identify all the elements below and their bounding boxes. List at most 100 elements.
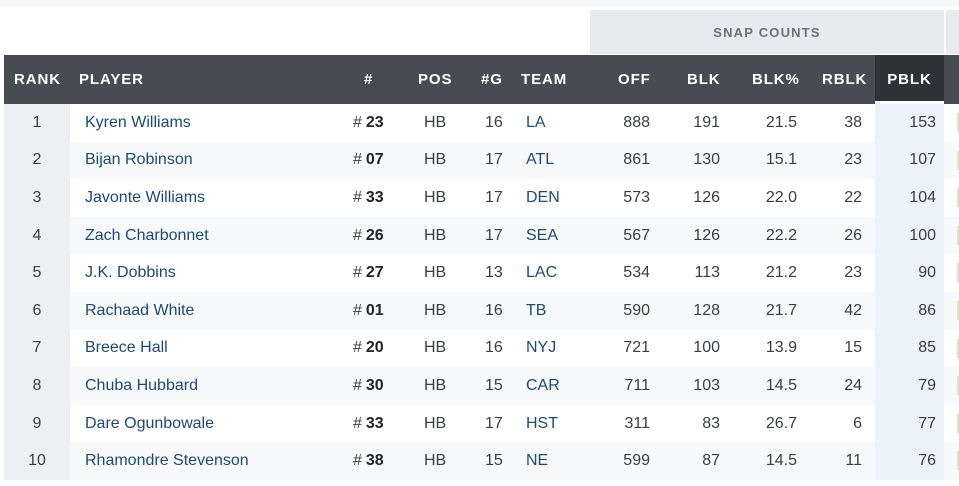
col-header-off[interactable]: OFF (618, 71, 651, 88)
blk-cell: 100 (693, 339, 720, 357)
row-background (4, 216, 959, 255)
team-link[interactable]: NYJ (526, 339, 557, 357)
grade-edge-marker (957, 338, 959, 358)
col-header-pos[interactable]: POS (418, 71, 453, 88)
blk-cell: 103 (693, 376, 720, 394)
team-link[interactable]: CAR (526, 376, 560, 394)
rank-column-bg (4, 254, 70, 292)
rank-cell: 7 (32, 339, 42, 357)
player-name-link[interactable]: Rhamondre Stevenson (85, 452, 249, 470)
team-link[interactable]: SEA (526, 226, 559, 244)
player-name-link[interactable]: Rachaad White (85, 301, 195, 319)
rblk-cell: 6 (853, 414, 862, 432)
row-background (4, 442, 959, 480)
grade-edge-marker (957, 113, 959, 132)
rblk-cell: 22 (844, 188, 862, 206)
row-background (4, 141, 959, 180)
table-row[interactable]: 9 Dare Ogunbowale #33 HB 17 HST 311 83 26.7 6 77 (4, 404, 959, 443)
grade-edge-marker (957, 376, 959, 396)
pblk-cell: 90 (918, 264, 936, 282)
team-link[interactable]: ATL (526, 151, 555, 169)
games-cell: 15 (485, 452, 503, 470)
games-cell: 17 (485, 414, 503, 432)
position-cell: HB (424, 301, 447, 319)
team-link[interactable]: HST (526, 414, 558, 432)
col-header-rank[interactable]: RANK (14, 71, 61, 88)
col-header-blk[interactable]: BLK (687, 71, 721, 88)
blk-cell: 130 (693, 151, 720, 169)
row-background (4, 104, 959, 142)
col-header-rblk[interactable]: RBLK (822, 71, 868, 88)
table-row[interactable]: 7 Breece Hall #20 HB 16 NYJ 721 100 13.9 15 85 (4, 329, 959, 368)
player-name-link[interactable]: Chuba Hubbard (85, 376, 198, 394)
jersey-number: 33 (365, 414, 384, 432)
player-name-link[interactable]: Breece Hall (85, 339, 168, 357)
player-name-link[interactable]: J.K. Dobbins (85, 264, 176, 282)
games-cell: 16 (485, 113, 503, 131)
jersey-number-cell: #33 (353, 179, 384, 217)
grade-edge-marker (957, 263, 959, 283)
table-row[interactable]: 8 Chuba Hubbard #30 HB 15 CAR 711 103 14.5 24 79 (4, 367, 959, 405)
pblk-cell: 77 (918, 414, 936, 432)
jersey-number-cell: #20 (353, 330, 384, 368)
games-cell: 15 (485, 376, 503, 394)
col-header-number[interactable]: # (364, 71, 374, 88)
number-prefix: # (353, 301, 362, 319)
jersey-number-cell: #07 (353, 142, 384, 180)
player-name-link[interactable]: Javonte Williams (85, 188, 206, 206)
off-cell: 573 (623, 188, 650, 206)
rblk-cell: 42 (844, 301, 862, 319)
games-cell: 16 (485, 301, 503, 319)
blk-cell: 87 (702, 452, 720, 470)
pblk-cell: 76 (918, 452, 936, 470)
jersey-number: 20 (365, 339, 384, 357)
row-background (4, 179, 959, 217)
rank-column-bg (4, 291, 70, 330)
pblk-column-bg (875, 442, 944, 480)
grade-edge-marker (957, 413, 959, 433)
blk-pct-cell: 22.2 (765, 226, 797, 244)
table-row[interactable]: 3 Javonte Williams #33 HB 17 DEN 573 126 22.0 22 1… (4, 179, 959, 217)
team-link[interactable]: NE (526, 452, 549, 470)
jersey-number: 26 (365, 226, 384, 244)
table-row[interactable]: 2 Bijan Robinson #07 HB 17 ATL 861 130 15.1 23 107 (4, 141, 959, 180)
row-background (4, 367, 959, 405)
team-link[interactable]: LA (526, 113, 546, 131)
rblk-cell: 23 (844, 264, 862, 282)
col-header-team[interactable]: TEAM (521, 71, 568, 88)
col-header-games[interactable]: #G (481, 71, 503, 88)
pblk-cell: 85 (918, 339, 936, 357)
blk-pct-cell: 15.1 (765, 151, 797, 169)
col-header-blk-pct[interactable]: BLK% (752, 71, 800, 88)
player-name-link[interactable]: Dare Ogunbowale (85, 414, 214, 432)
pblk-cell: 104 (909, 188, 936, 206)
row-background (4, 254, 959, 292)
team-link[interactable]: DEN (526, 188, 560, 206)
table-row[interactable]: 10 Rhamondre Stevenson #38 HB 15 NE 599 87 14.5 1… (4, 442, 959, 480)
rank-cell: 10 (28, 452, 46, 470)
player-name-link[interactable]: Bijan Robinson (85, 151, 193, 169)
team-link[interactable]: LAC (526, 264, 558, 282)
col-header-pblk-sorted[interactable]: PBLK (875, 55, 944, 104)
col-header-player[interactable]: PLAYER (79, 71, 144, 88)
table-body: 1 Kyren Williams #23 HB 16 LA 888 191 21.5 38 153 2… (4, 104, 959, 480)
rank-column-bg (4, 442, 70, 480)
player-name-link[interactable]: Kyren Williams (85, 113, 191, 131)
table-header: RANK PLAYER # POS #G TEAM OFF BLK BLK% R… (4, 55, 959, 104)
position-cell: HB (424, 376, 447, 394)
table-row[interactable]: 6 Rachaad White #01 HB 16 TB 590 128 21.7 42 86 (4, 291, 959, 330)
team-link[interactable]: TB (526, 301, 547, 319)
player-name-link[interactable]: Zach Charbonnet (85, 226, 209, 244)
pblk-cell: 107 (909, 151, 936, 169)
top-strip (0, 0, 959, 6)
number-prefix: # (353, 226, 362, 244)
pblk-column-bg (875, 291, 944, 330)
table-row[interactable]: 5 J.K. Dobbins #27 HB 13 LAC 534 113 21.2 23 90 (4, 254, 959, 292)
pblk-cell: 153 (909, 113, 936, 131)
rank-cell: 3 (32, 188, 42, 206)
pblk-cell: 86 (918, 301, 936, 319)
table-row[interactable]: 1 Kyren Williams #23 HB 16 LA 888 191 21.5 38 153 (4, 104, 959, 142)
row-background (4, 291, 959, 330)
table-row[interactable]: 4 Zach Charbonnet #26 HB 17 SEA 567 126 22.2 26 10… (4, 216, 959, 255)
pblk-column-bg (875, 404, 944, 443)
